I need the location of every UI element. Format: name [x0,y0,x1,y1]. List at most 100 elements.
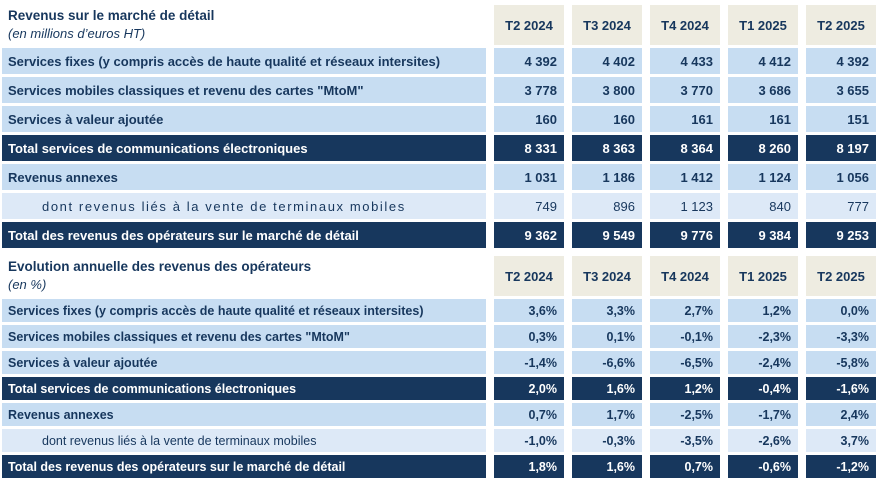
cell-value: -6,6% [572,351,642,374]
row-label: Services à valeur ajoutée [2,351,486,374]
cell-value: 1 412 [650,164,720,190]
table1-column-header-t3-2024: T3 2024 [572,5,642,45]
table2-column-header-t3-2024: T3 2024 [572,256,642,296]
table1-title: Revenus sur le marché de détail [8,8,215,24]
cell-value: 3 778 [494,77,564,103]
cell-value: 1 124 [728,164,798,190]
row-label: Revenus annexes [2,164,486,190]
row-label: Revenus annexes [2,403,486,426]
row-label: Total services de communications électro… [2,135,486,161]
cell-value: 1 123 [650,193,720,219]
table1-column-header-t2-2025: T2 2025 [806,5,876,45]
cell-value: 3,7% [806,429,876,452]
cell-value: 777 [806,193,876,219]
cell-value: -0,4% [728,377,798,400]
cell-value: 3 770 [650,77,720,103]
cell-value: -2,4% [728,351,798,374]
cell-value: 8 364 [650,135,720,161]
cell-value: 4 392 [806,48,876,74]
cell-value: 840 [728,193,798,219]
cell-value: -2,3% [728,325,798,348]
row-label: Total des revenus des opérateurs sur le … [2,455,486,478]
cell-value: -3,3% [806,325,876,348]
cell-value: 161 [650,106,720,132]
cell-value: 160 [572,106,642,132]
cell-value: -1,7% [728,403,798,426]
table1-subtitle: (en millions d’euros HT) [8,25,146,41]
cell-value: 9 253 [806,222,876,248]
cell-value: 160 [494,106,564,132]
cell-value: 1,2% [728,299,798,322]
cell-value: -0,6% [728,455,798,478]
cell-value: 9 384 [728,222,798,248]
table1-column-header-t1-2025: T1 2025 [728,5,798,45]
cell-value: 151 [806,106,876,132]
cell-value: 1,7% [572,403,642,426]
table2-column-header-t2-2025: T2 2025 [806,256,876,296]
table2-column-header-t4-2024: T4 2024 [650,256,720,296]
row-label: dont revenus liés à la vente de terminau… [2,429,486,452]
cell-value: 1,8% [494,455,564,478]
table1-column-header-t4-2024: T4 2024 [650,5,720,45]
cell-value: 4 392 [494,48,564,74]
cell-value: -0,1% [650,325,720,348]
cell-value: 0,3% [494,325,564,348]
cell-value: 3 655 [806,77,876,103]
cell-value: 3 800 [572,77,642,103]
table2-column-header-t2-2024: T2 2024 [494,256,564,296]
table1-header-title-cell: Revenus sur le marché de détail (en mill… [2,5,486,45]
cell-value: 749 [494,193,564,219]
cell-value: 2,0% [494,377,564,400]
table-revenus-marche-detail: Revenus sur le marché de détail (en mill… [2,5,876,248]
row-label: Total des revenus des opérateurs sur le … [2,222,486,248]
cell-value: -5,8% [806,351,876,374]
cell-value: -1,4% [494,351,564,374]
cell-value: 8 260 [728,135,798,161]
cell-value: -1,2% [806,455,876,478]
cell-value: -3,5% [650,429,720,452]
cell-value: 9 549 [572,222,642,248]
table2-header-title-cell: Evolution annuelle des revenus des opéra… [2,256,486,296]
cell-value: 1 186 [572,164,642,190]
cell-value: 1 031 [494,164,564,190]
row-label: Services à valeur ajoutée [2,106,486,132]
cell-value: -1,0% [494,429,564,452]
cell-value: 8 197 [806,135,876,161]
cell-value: 4 412 [728,48,798,74]
cell-value: 1,2% [650,377,720,400]
cell-value: 4 433 [650,48,720,74]
cell-value: 8 363 [572,135,642,161]
cell-value: 1,6% [572,377,642,400]
row-label: Services mobiles classiques et revenu de… [2,325,486,348]
cell-value: 4 402 [572,48,642,74]
cell-value: -6,5% [650,351,720,374]
row-label: dont revenus liés à la vente de terminau… [2,193,486,219]
cell-value: 2,4% [806,403,876,426]
table1-column-header-t2-2024: T2 2024 [494,5,564,45]
cell-value: 8 331 [494,135,564,161]
cell-value: 1,6% [572,455,642,478]
cell-value: -1,6% [806,377,876,400]
cell-value: -2,6% [728,429,798,452]
cell-value: 0,7% [494,403,564,426]
row-label: Total services de communications électro… [2,377,486,400]
table-evolution-annuelle: Evolution annuelle des revenus des opéra… [2,256,876,478]
cell-value: 0,0% [806,299,876,322]
table2-column-header-t1-2025: T1 2025 [728,256,798,296]
cell-value: 161 [728,106,798,132]
row-label: Services mobiles classiques et revenu de… [2,77,486,103]
cell-value: 3,3% [572,299,642,322]
cell-value: 9 776 [650,222,720,248]
cell-value: 0,1% [572,325,642,348]
cell-value: -0,3% [572,429,642,452]
row-label: Services fixes (y compris accès de haute… [2,48,486,74]
cell-value: 896 [572,193,642,219]
cell-value: 2,7% [650,299,720,322]
table2-title: Evolution annuelle des revenus des opéra… [8,259,312,275]
cell-value: 0,7% [650,455,720,478]
cell-value: 3 686 [728,77,798,103]
cell-value: 3,6% [494,299,564,322]
cell-value: 9 362 [494,222,564,248]
row-label: Services fixes (y compris accès de haute… [2,299,486,322]
cell-value: 1 056 [806,164,876,190]
